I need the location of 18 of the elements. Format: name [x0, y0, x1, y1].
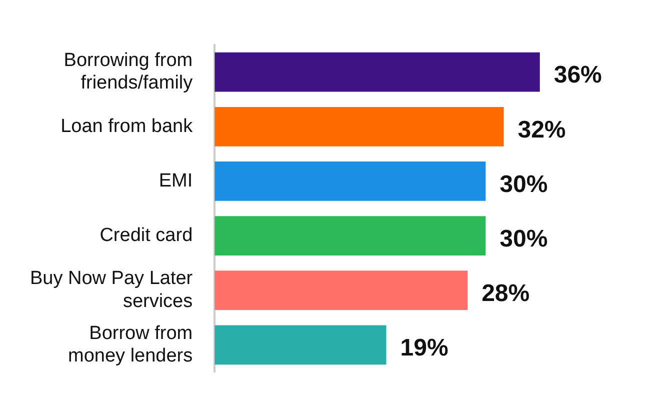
y-tick-label: Loan from bank [60, 116, 194, 137]
data-label: 36% [554, 62, 602, 89]
bar [214, 216, 486, 256]
y-tick-label: Credit card [100, 225, 193, 246]
bar [214, 270, 468, 310]
bar [214, 52, 540, 92]
y-tick-label: Buy Now Pay Later services [30, 268, 194, 312]
data-label: 30% [500, 170, 548, 198]
bar [214, 106, 504, 146]
data-label: 28% [482, 280, 530, 307]
bar [214, 162, 486, 201]
bar [214, 325, 386, 365]
y-tick-label: Borrow from money lenders [68, 322, 193, 367]
y-tick-label: Borrowing from friends/family [64, 50, 194, 94]
y-tick-label: EMI [158, 170, 193, 192]
data-label: 30% [500, 225, 548, 252]
data-label: 19% [400, 334, 448, 362]
data-label: 32% [518, 116, 566, 144]
